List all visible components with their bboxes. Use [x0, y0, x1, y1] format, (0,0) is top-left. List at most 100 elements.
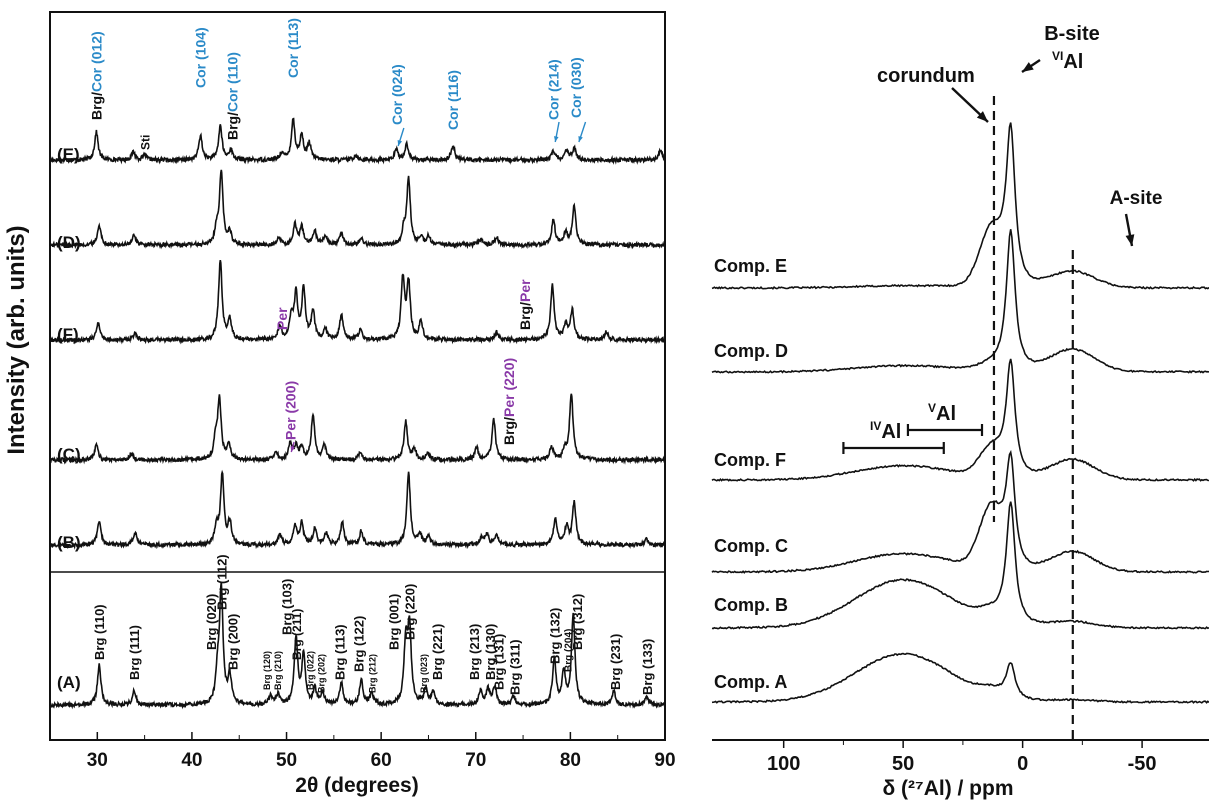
xrd-peak-label: Brg (212) [368, 654, 378, 693]
xrd-peak-label-part: Brg (131) [491, 634, 506, 690]
xrd-series-label: (F) [57, 325, 79, 344]
xrd-peak-label: Brg (311) [508, 639, 523, 695]
xrd-peak-label-part: Brg/ [225, 112, 241, 140]
xrd-peak-label-part: Cor (113) [285, 18, 301, 78]
xrd-peak-label: Brg (112) [214, 554, 229, 610]
xrd-trace [49, 169, 666, 250]
nmr-series-label: Comp. A [714, 672, 787, 692]
xrd-peak-label-part: Brg (132) [547, 608, 562, 664]
xrd-series-label: (C) [57, 445, 81, 464]
xrd-peak-label: Brg (204) [564, 629, 575, 672]
nmr-series-label: Comp. B [714, 595, 788, 615]
xrd-peak-label: Brg (111) [127, 625, 142, 680]
xrd-peak-label-part: Per [517, 279, 533, 302]
xrd-trace [49, 117, 666, 165]
xrd-peak-label: Brg/Cor (012) [88, 31, 104, 120]
xrd-peak-label: Cor (113) [285, 18, 301, 78]
xrd-peak-label-part: Brg (111) [127, 625, 142, 680]
xrd-peak-label: Sti [139, 135, 153, 150]
xrd-peak-label-part: Per (200) [282, 381, 298, 440]
xrd-peak-label-part: Brg (133) [640, 639, 655, 695]
xrd-arrow-head [578, 136, 583, 142]
xrd-x-tick-label: 40 [181, 750, 202, 771]
xrd-trace [49, 393, 666, 465]
xrd-peak-label-part: Brg (112) [214, 554, 229, 610]
nmr-x-axis-label: δ (²⁷Al) / ppm [882, 777, 1013, 800]
nmr-series-label: Comp. C [714, 536, 788, 556]
iv-al: Al [881, 421, 901, 443]
corundum-label: corundum [877, 65, 975, 87]
xrd-peak-label: Brg (130) [483, 624, 498, 680]
xrd-peak-label-part: Cor (012) [88, 31, 104, 92]
v-al-label: VAl [928, 401, 956, 425]
xrd-series-label: (A) [57, 673, 81, 692]
xrd-peak-label: Brg (001) [386, 594, 401, 650]
nmr-trace [711, 652, 1209, 704]
xrd-peak-label-part: Brg (221) [430, 624, 445, 680]
xrd-y-axis-label: Intensity (arb. units) [3, 225, 30, 454]
xrd-peak-label-part: Brg/ [517, 302, 533, 330]
xrd-peak-label-part: Brg (020) [204, 594, 219, 650]
xrd-peak-label-part: Brg (122) [351, 616, 366, 672]
xrd-peak-label-part: Brg/ [88, 92, 104, 120]
b-site-al-label: VIAl [1052, 49, 1083, 73]
xrd-plot-frame [49, 11, 666, 741]
xrd-peak-label: Brg (312) [570, 594, 585, 650]
xrd-x-axis-label: 2θ (degrees) [295, 774, 418, 797]
xrd-peak-label: Brg (220) [403, 584, 418, 640]
nmr-x-tick-label: 100 [767, 753, 800, 775]
xrd-peak-label-part: Brg (312) [570, 594, 585, 650]
xrd-peak-label-part: Cor (110) [225, 52, 241, 112]
xrd-peak-label-part: Brg (023) [419, 654, 429, 693]
xrd-peak-label: Brg (020) [204, 594, 219, 650]
xrd-traces [49, 117, 666, 710]
xrd-peak-label-part: Brg (211) [290, 609, 304, 660]
xrd-peak-label: Brg (211) [290, 609, 304, 660]
xrd-peak-label-part: Per (220) [501, 358, 517, 417]
xrd-peak-label-part: Cor (116) [445, 70, 461, 130]
xrd-peak-label-part: Brg (204) [564, 629, 575, 672]
xrd-peak-labels: (E) (D) (F) (C) (B) (A) Brg/Cor (012) Sti Cor (1… [57, 18, 655, 695]
xrd-peak-label: Brg/Per [517, 279, 533, 330]
nmr-x-ticks: 100 50 0 -50 [767, 740, 1157, 775]
xrd-peak-label: Brg (122) [351, 616, 366, 672]
xrd-peak-label-part: Cor (104) [192, 27, 208, 88]
xrd-peak-label-part: Brg (200) [226, 614, 241, 670]
xrd-peak-label-part: Cor (030) [568, 57, 584, 118]
xrd-trace [49, 469, 666, 550]
xrd-peak-label: Brg (113) [333, 624, 348, 680]
xrd-peak-label-part: Brg (120) [262, 651, 272, 690]
xrd-series-label: (B) [57, 533, 81, 552]
xrd-peak-label-part: Cor (024) [389, 64, 405, 125]
xrd-peak-label: Brg/Per (220) [501, 358, 517, 445]
nmr-trace [711, 122, 1209, 290]
xrd-trace [49, 259, 666, 345]
xrd-peak-label: Brg (200) [226, 614, 241, 670]
xrd-peak-label: Per (200) [282, 381, 298, 440]
xrd-peak-label-part: Sti [139, 135, 153, 150]
b-site-al: Al [1063, 51, 1083, 73]
xrd-peak-label: Per [274, 307, 290, 330]
nmr-trace [711, 358, 1209, 482]
xrd-peak-label-part: Brg (202) [317, 654, 327, 693]
nmr-x-tick-label: -50 [1128, 753, 1157, 775]
xrd-peak-label-part: Cor (214) [545, 59, 561, 120]
xrd-peak-label-part: Brg (130) [483, 624, 498, 680]
b-site-sup: VI [1052, 49, 1063, 63]
xrd-peak-label: Cor (024) [389, 64, 405, 125]
xrd-peak-label: Brg (110) [92, 604, 107, 660]
nmr-trace [711, 501, 1209, 630]
b-site-label: B-site [1044, 23, 1100, 45]
nmr-series-label: Comp. D [714, 341, 788, 361]
xrd-x-tick-label: 90 [654, 750, 675, 771]
nmr-x-tick-label: 0 [1017, 753, 1028, 775]
xrd-arrow-head [397, 140, 403, 146]
xrd-x-tick-label: 60 [371, 750, 392, 771]
xrd-series-label: (E) [57, 145, 80, 164]
xrd-peak-label-part: Per [274, 307, 290, 330]
nmr-series-label: Comp. F [714, 450, 786, 470]
xrd-x-tick-label: 30 [87, 750, 108, 771]
